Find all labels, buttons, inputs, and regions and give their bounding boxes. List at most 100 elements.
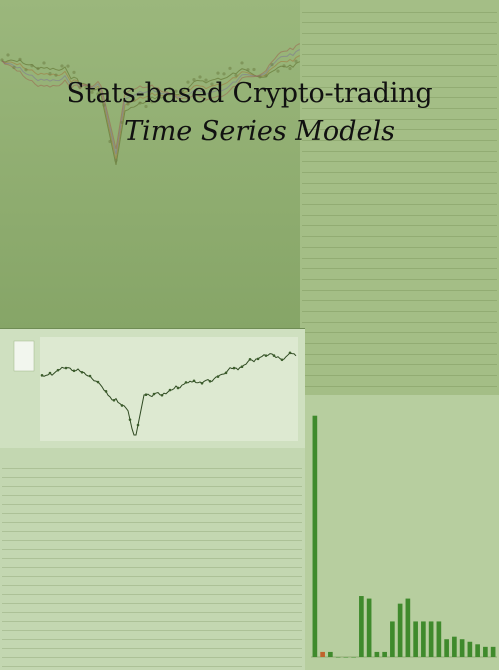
dataframe-row (2, 460, 302, 469)
regression-row (302, 23, 497, 35)
bar (459, 639, 465, 657)
price-marker (150, 100, 154, 104)
price-marker (138, 101, 142, 105)
price-marker (78, 85, 82, 89)
dataframe-row (2, 577, 302, 586)
regression-row (302, 237, 497, 248)
bar (351, 657, 356, 658)
price-marker (156, 89, 160, 94)
bar (405, 598, 411, 657)
dataframe-row (2, 523, 302, 532)
price-marker (192, 78, 196, 82)
dataframe-row (2, 532, 302, 541)
price-marker (90, 90, 94, 94)
price-point (248, 358, 252, 361)
price-marker (42, 61, 46, 65)
dataframe-row (2, 550, 302, 559)
price-point (272, 354, 276, 357)
regression-row (302, 269, 497, 280)
price-marker (258, 75, 262, 79)
bar (444, 639, 449, 657)
regression-row (302, 312, 497, 323)
regression-row (302, 162, 497, 173)
price-series-line (41, 352, 297, 436)
cover-subtitle: Time Series Models (124, 116, 395, 147)
price-point (176, 386, 180, 390)
price-marker (276, 69, 280, 73)
moving-average-line (1, 59, 303, 165)
bar (343, 657, 349, 658)
regression-row (302, 280, 497, 291)
price-point (120, 404, 124, 407)
price-point (88, 374, 92, 378)
bar (467, 641, 473, 657)
dataframe-row (2, 469, 302, 478)
price-marker (96, 92, 100, 96)
regression-row (302, 216, 497, 227)
price-point (160, 393, 164, 397)
dataframe-row (2, 514, 302, 523)
dataframe-row (2, 505, 302, 514)
price-point (56, 368, 60, 372)
price-marker (132, 98, 136, 102)
price-line-chart (13, 337, 298, 441)
price-marker (168, 86, 172, 91)
price-point (184, 381, 188, 384)
price-point (224, 371, 228, 375)
bar (475, 644, 480, 657)
regression-row (302, 184, 497, 195)
legend-box (13, 340, 35, 372)
moving-average-line (1, 55, 303, 160)
regression-row (302, 344, 497, 355)
price-point (192, 379, 196, 383)
price-marker (144, 104, 148, 109)
price-marker (120, 120, 124, 125)
regression-row (302, 77, 497, 88)
price-point (144, 393, 148, 397)
regression-row (302, 66, 497, 77)
dataframe-row (2, 595, 302, 604)
price-marker (48, 71, 52, 76)
price-marker (252, 67, 256, 72)
bar (320, 651, 325, 657)
price-marker (12, 65, 16, 70)
price-marker (210, 82, 214, 86)
price-point (200, 382, 204, 385)
dataframe-table (2, 460, 302, 670)
price-point (64, 366, 68, 370)
price-point (48, 371, 52, 375)
price-marker (288, 66, 292, 71)
regression-row (302, 194, 497, 206)
price-marker (6, 53, 10, 57)
price-marker (216, 71, 220, 75)
price-marker (282, 64, 286, 68)
autocorrelation-bar-chart (311, 415, 497, 658)
price-marker (180, 89, 184, 94)
price-point (104, 390, 108, 393)
price-point (256, 357, 260, 361)
regression-row (302, 376, 497, 387)
bar (312, 415, 318, 657)
dataframe-row (2, 622, 302, 631)
regression-row (302, 109, 497, 120)
price-marker (234, 73, 238, 78)
regression-row (302, 291, 497, 302)
regression-row (302, 323, 497, 334)
bar (436, 621, 442, 657)
regression-row (302, 248, 497, 259)
bar-chart-panel (305, 395, 499, 670)
price-point (208, 379, 212, 383)
regression-row (302, 355, 497, 366)
regression-row (302, 333, 497, 344)
price-marker (270, 63, 274, 67)
price-marker (0, 58, 4, 62)
dataframe-row (2, 613, 302, 622)
price-moving-average-chart (0, 43, 304, 165)
regression-row (302, 130, 497, 141)
price-point (264, 354, 268, 357)
regression-row (302, 205, 497, 216)
price-marker (198, 75, 202, 79)
regression-row (302, 301, 497, 312)
dataframe-row (2, 496, 302, 505)
